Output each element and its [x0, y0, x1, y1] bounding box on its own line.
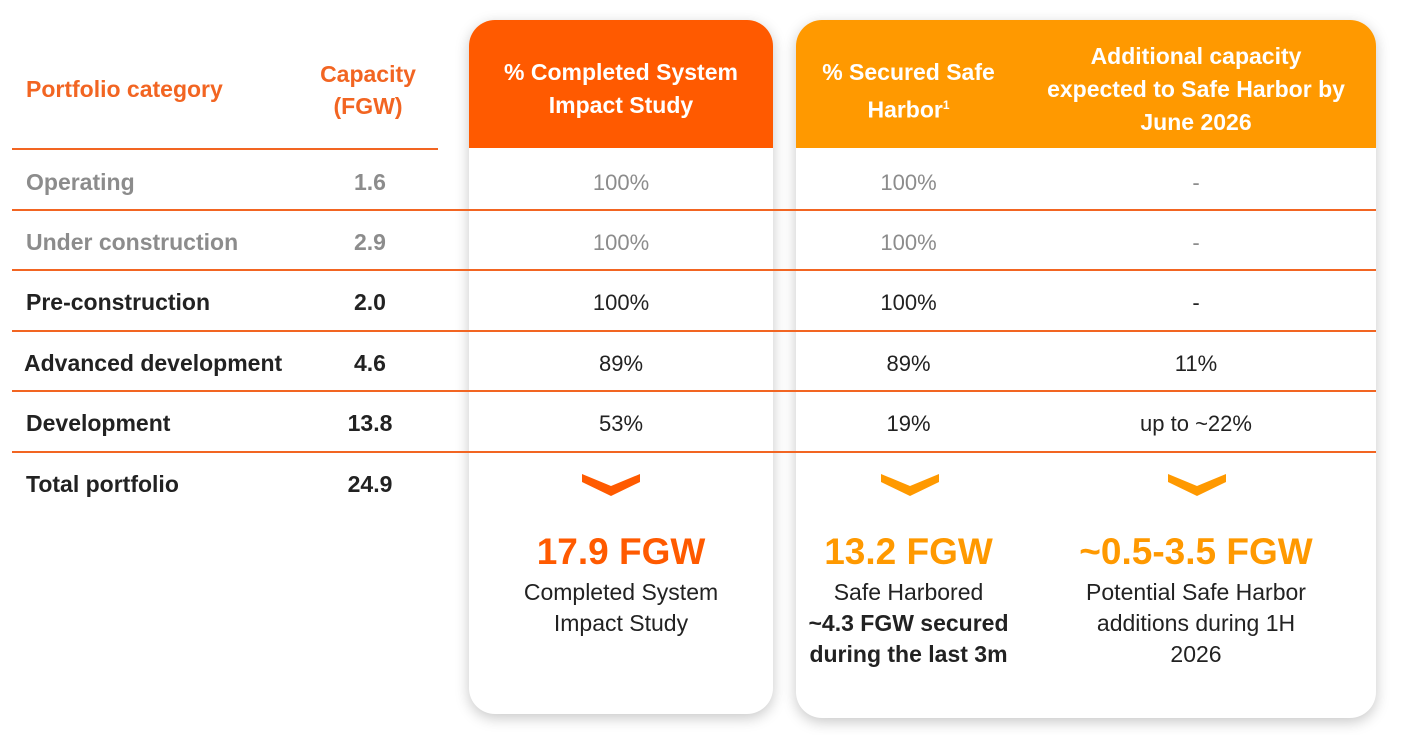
- header-capacity-line2: (FGW): [333, 93, 403, 119]
- row-capacity-under-construction: 2.9: [354, 229, 386, 255]
- row-category-operating: Operating: [26, 169, 135, 195]
- header-divider: [12, 148, 438, 150]
- row-capacity-total: 24.9: [347, 471, 393, 497]
- summary-additional-line3: 2026: [1170, 641, 1222, 667]
- row-additional-pre-construction: -: [1192, 290, 1200, 315]
- row-divider: [12, 209, 1376, 211]
- safe-harbor-card-header: % Secured Safe Harbor1 Additional capaci…: [796, 20, 1376, 148]
- row-divider: [12, 330, 1376, 332]
- footnote-marker: 1: [942, 98, 950, 112]
- header-portfolio-category: Portfolio category: [26, 76, 223, 102]
- row-sis-operating: 100%: [592, 170, 650, 195]
- row-safe-harbor-pre-construction: 100%: [880, 290, 937, 315]
- row-safe-harbor-advanced-development: 89%: [886, 351, 931, 376]
- header-secured-safe-harbor: % Secured Safe Harbor1: [796, 56, 1021, 127]
- row-sis-pre-construction: 100%: [592, 290, 650, 315]
- row-safe-harbor-development: 19%: [886, 411, 931, 436]
- row-additional-development: up to ~22%: [1140, 411, 1252, 436]
- header-capacity-line1: Capacity: [320, 61, 416, 87]
- chevron-down-icon: [582, 474, 640, 496]
- summary-additional-text: Potential Safe Harbor additions during 1…: [1046, 577, 1346, 670]
- header-capacity: Capacity (FGW): [300, 58, 436, 122]
- row-capacity-advanced-development: 4.6: [354, 350, 386, 376]
- row-divider: [12, 390, 1376, 392]
- row-sis-under-construction: 100%: [592, 230, 650, 255]
- row-category-pre-construction: Pre-construction: [26, 289, 211, 315]
- row-capacity-pre-construction: 2.0: [354, 289, 386, 315]
- row-sis-advanced-development: 89%: [598, 351, 644, 376]
- header-additional-capacity: Additional capacity expected to Safe Har…: [1047, 43, 1345, 135]
- header-secured-safe-harbor-text: % Secured Safe Harbor: [822, 59, 995, 123]
- row-category-development: Development: [26, 410, 171, 436]
- summary-additional-value: ~0.5-3.5 FGW: [1079, 531, 1313, 572]
- summary-additional-line1: Potential Safe Harbor: [1086, 579, 1306, 605]
- summary-safe-harbor-text: Safe Harbored ~4.3 FGW secured during th…: [796, 577, 1021, 670]
- row-additional-operating: -: [1192, 170, 1200, 195]
- row-capacity-operating: 1.6: [354, 169, 386, 195]
- header-completed-sis: % Completed System Impact Study: [504, 59, 738, 118]
- summary-sis-line1: Completed System: [523, 579, 719, 605]
- row-additional-advanced-development: 11%: [1174, 351, 1218, 376]
- row-category-under-construction: Under construction: [26, 229, 239, 255]
- summary-safe-harbor-value: 13.2 FGW: [824, 531, 993, 572]
- sis-card-header: % Completed System Impact Study: [469, 20, 773, 148]
- summary-sis-line2: Impact Study: [553, 610, 689, 636]
- row-divider: [12, 269, 1376, 271]
- row-divider: [12, 451, 1376, 453]
- row-capacity-development: 13.8: [347, 410, 393, 436]
- chevron-down-icon: [881, 474, 939, 496]
- summary-safe-harbor-line1: Safe Harbored: [833, 579, 984, 605]
- summary-sis-value: 17.9 FGW: [536, 531, 706, 572]
- sis-card: % Completed System Impact Study: [469, 20, 773, 714]
- summary-safe-harbor-bold2: during the last 3m: [809, 641, 1008, 667]
- summary-sis-text: Completed System Impact Study: [469, 577, 773, 639]
- safe-harbor-card: % Secured Safe Harbor1 Additional capaci…: [796, 20, 1376, 718]
- row-safe-harbor-under-construction: 100%: [880, 230, 937, 255]
- row-safe-harbor-operating: 100%: [880, 170, 937, 195]
- row-sis-development: 53%: [598, 411, 644, 436]
- row-category-advanced-development: Advanced development: [24, 350, 283, 376]
- summary-safe-harbor-bold1: ~4.3 FGW secured: [808, 610, 1009, 636]
- row-category-total: Total portfolio: [26, 471, 179, 497]
- summary-additional-line2: additions during 1H: [1096, 610, 1296, 636]
- row-additional-under-construction: -: [1192, 230, 1200, 255]
- chevron-down-icon: [1168, 474, 1226, 496]
